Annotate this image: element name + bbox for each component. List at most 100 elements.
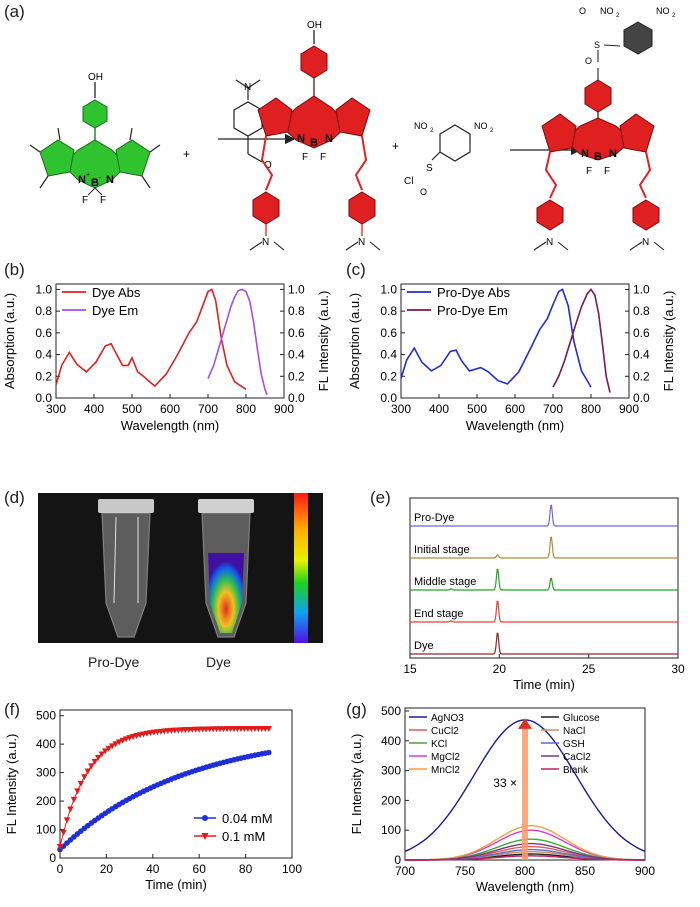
chart-c-y-tick-label: 0.8: [380, 304, 397, 318]
chart-f-x-tick-label: 0: [57, 862, 64, 876]
n-plus-atom-5: N: [581, 148, 589, 160]
oh-label-2: OH: [307, 20, 322, 31]
chart-e-trace-label-0: Pro-Dye: [414, 512, 454, 524]
chart-g-x-tick-label: 800: [515, 864, 535, 878]
chart-f-series-line-1: [59, 728, 269, 847]
chart-g-legend-label-9: Blank: [563, 765, 589, 776]
chart-c-y2-tick-label: 1.0: [633, 282, 650, 296]
chart-g-y-tick-label: 100: [381, 823, 401, 837]
chart-c-series-line-0: [400, 288, 592, 388]
aldehyde-molecule: N O: [233, 79, 272, 171]
chart-f-series-line-0: [59, 752, 269, 850]
pro-dye-tube: [98, 499, 154, 638]
chart-e-trace-1: [410, 536, 678, 559]
dye-caption: Dye: [206, 654, 231, 670]
oh-label-1: OH: [88, 72, 103, 83]
chart-g-y-tick-label: 300: [381, 764, 401, 778]
no2-sub-5b: 2: [672, 13, 676, 19]
n-atom-amine-5b: N: [642, 237, 649, 248]
no2-label-4a: NO: [414, 121, 428, 131]
plus-charge-1: +: [86, 172, 90, 179]
chart-g-legend-label-8: CaCl2: [563, 752, 591, 763]
chart-e-x-tick-label: 15: [403, 662, 417, 676]
chart-b-x-tick-label: 300: [46, 402, 66, 416]
no2-sub-4a: 2: [430, 128, 434, 134]
chart-c-x-tick-label: 500: [467, 402, 487, 416]
no2-label-5a: NO: [600, 6, 614, 16]
chart-c-series-line-1: [552, 288, 611, 393]
chart-b-y2-tick-label: 0.2: [288, 369, 305, 383]
f-atom-5b: F: [604, 166, 610, 177]
chart-f-legend-marker-1: [201, 833, 209, 840]
chart-b-x-tick-label: 700: [198, 402, 218, 416]
chart-c-y2-tick-label: 0.6: [633, 326, 650, 340]
chart-f-x-tick-label: 80: [239, 862, 253, 876]
chart-f-y-tick-label: 400: [36, 737, 56, 751]
no2-sub-5a: 2: [616, 13, 620, 19]
chart-g-legend-label-6: NaCl: [563, 726, 585, 737]
n-atom-amine-2a: N: [262, 237, 269, 248]
dye-molecule: OH N B N F F N N: [249, 20, 381, 251]
chart-e-x-axis-title: Time (min): [513, 677, 575, 692]
s-atom-5: S: [594, 40, 600, 50]
n-atom-5: N: [609, 148, 617, 160]
f-atom-2b: F: [320, 152, 326, 163]
chart-e-trace-2: [410, 568, 678, 591]
chart-c-x-tick-label: 400: [429, 402, 449, 416]
chart-e-x-tick-label: 20: [493, 662, 507, 676]
chart-b-y-tick-label: 1.0: [35, 282, 52, 296]
chart-e-x-tick-label: 25: [582, 662, 596, 676]
chart-b-y-tick-label: 0.6: [35, 326, 52, 340]
chart-c-y-tick-label: 0.4: [380, 348, 397, 362]
panel-g-label: (g): [346, 700, 367, 719]
chart-e-trace-label-4: Dye: [414, 640, 434, 652]
chart-c-y-tick-label: 0.6: [380, 326, 397, 340]
chart-b-y-axis-title: Absorption (a.u.): [2, 293, 17, 389]
chart-b-x-tick-label: 400: [84, 402, 104, 416]
chart-b-series-line-0: [55, 288, 247, 390]
panel-c-label: (c): [346, 260, 366, 279]
chart-c-x-tick-label: 600: [505, 402, 525, 416]
pro-dye-molecule: O NO 2 NO 2 S O N B N F F N N: [533, 6, 676, 251]
chart-c-y2-axis-title: FL Intensity (a.u.): [661, 291, 676, 392]
f-atom-2a: F: [302, 152, 308, 163]
chart-c-y2-tick-label: 0.0: [633, 391, 650, 405]
b-charge-1: -: [99, 175, 102, 182]
chart-g-fold-arrow-head: [518, 718, 532, 729]
chart-f-x-tick-label: 20: [100, 862, 114, 876]
chart-b-y-tick-label: 0.0: [35, 391, 52, 405]
n-plus-atom-2: N: [297, 133, 305, 145]
chart-f-legend-label-1: 0.1 mM: [222, 829, 265, 844]
chart-g-x-tick-label: 900: [635, 864, 655, 878]
chart-e-plot-frame: [409, 497, 679, 659]
chart-f: 0 20 40 60 80 100 0 100 200 300 400 500 0.04 mM 0.1 m…: [4, 709, 302, 892]
chart-b-y2-axis-title: FL Intensity (a.u.): [316, 291, 331, 392]
chart-c-y-tick-label: 0.0: [380, 391, 397, 405]
chart-b-x-tick-label: 600: [160, 402, 180, 416]
chart-f-x-tick-label: 60: [193, 862, 207, 876]
chart-f-y-tick-label: 0: [49, 851, 56, 865]
chart-c-x-tick-label: 300: [391, 402, 411, 416]
chart-g-x-tick-label: 700: [395, 864, 415, 878]
chart-b-series-line-1: [207, 288, 268, 395]
chart-e-trace-label-1: Initial stage: [414, 544, 470, 556]
chart-b-x-tick-label: 800: [236, 402, 256, 416]
chart-c-y2-tick-label: 0.4: [633, 348, 650, 362]
chart-b-legend-label-0: Dye Abs: [92, 285, 141, 300]
panel-f-label: (f): [4, 700, 21, 719]
n-plus-atom-1: N: [78, 174, 86, 186]
chart-c-x-tick-label: 800: [581, 402, 601, 416]
o-atom-5b: O: [585, 56, 592, 66]
sulfonyl-chloride-molecule: NO 2 NO 2 S Cl O: [404, 121, 494, 197]
chart-c-plot-frame: [400, 283, 630, 399]
f-atom-1b: F: [100, 195, 106, 206]
chart-g-legend-label-3: MgCl2: [431, 752, 460, 763]
chart-b-y-tick-label: 0.2: [35, 369, 52, 383]
synthesis-scheme: OH N + B - N F F + N O OH: [29, 6, 676, 251]
chart-g-legend-label-7: GSH: [563, 739, 585, 750]
chart-g-y-axis-title: FL Intensity (a.u.): [349, 734, 364, 835]
chart-b-y2-tick-label: 0.8: [288, 304, 305, 318]
chart-e: 15 20 25 30 Pro-Dye Initial stage Middle stage…: [403, 497, 685, 692]
chart-c-legend-label-1: Pro-Dye Em: [437, 303, 508, 318]
chart-g-fold-label: 33 ×: [493, 776, 517, 790]
